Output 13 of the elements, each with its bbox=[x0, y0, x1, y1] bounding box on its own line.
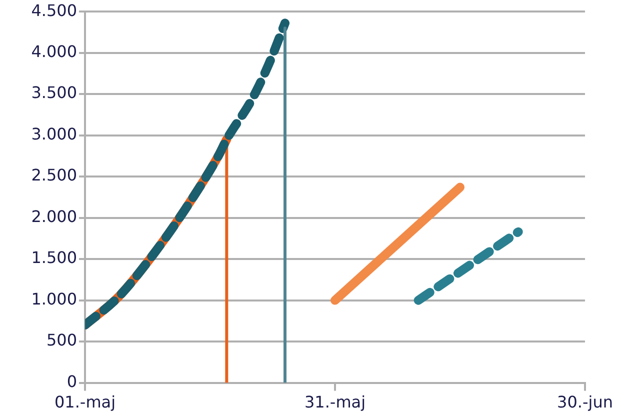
y-tick-label: 4.500 bbox=[31, 0, 77, 20]
y-tick-label: 3.000 bbox=[31, 124, 77, 144]
y-tick-label: 3.500 bbox=[31, 83, 77, 102]
y-tick-label: 0 bbox=[66, 372, 77, 391]
y-tick-label: 2.000 bbox=[31, 206, 77, 226]
y-tick-label: 2.500 bbox=[31, 166, 77, 185]
y-tick-label: 500 bbox=[46, 330, 77, 350]
x-tick-label: 31.-maj bbox=[304, 392, 366, 412]
x-tick-label: 01.-maj bbox=[54, 392, 116, 412]
y-tick-label: 1.500 bbox=[31, 248, 77, 268]
y-tick-label: 4.000 bbox=[31, 42, 77, 61]
x-tick-label: 30.-jun bbox=[557, 392, 613, 412]
y-tick-label: 1.000 bbox=[31, 289, 77, 308]
